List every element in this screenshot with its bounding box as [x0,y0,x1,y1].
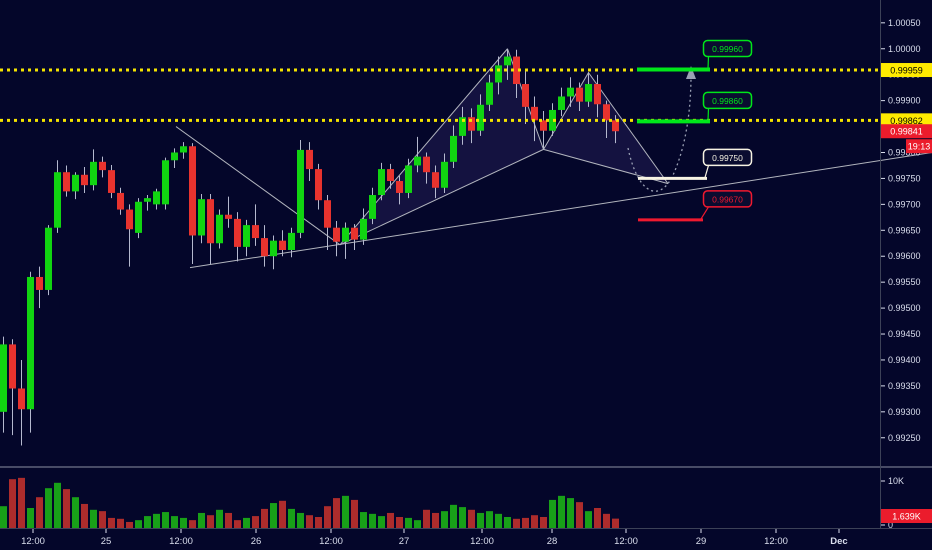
svg-text:0.99350: 0.99350 [888,381,921,391]
svg-text:0.99500: 0.99500 [888,303,921,313]
svg-text:0.99300: 0.99300 [888,407,921,417]
svg-text:0.99750: 0.99750 [888,173,921,183]
level-label-box[interactable] [702,190,753,208]
svg-text:26: 26 [251,536,262,547]
arrow-head-icon [686,66,696,79]
svg-text:0.99860: 0.99860 [712,96,743,106]
svg-text:0.99600: 0.99600 [888,251,921,261]
price-tag [881,113,932,128]
svg-text:0.99450: 0.99450 [888,329,921,339]
svg-text:1.00050: 1.00050 [888,18,921,28]
price-level-0.99860[interactable]: 0.99860 [637,91,753,124]
svg-text:27: 27 [399,536,410,547]
svg-text:Dec: Dec [830,536,847,547]
svg-text:12:00: 12:00 [319,536,343,547]
svg-text:0: 0 [888,520,893,530]
svg-text:0.99960: 0.99960 [712,44,743,54]
price-tag [906,139,932,154]
svg-text:12:00: 12:00 [614,536,638,547]
price-level-0.99750[interactable]: 0.99750 [638,148,753,180]
svg-text:0.99670: 0.99670 [712,194,743,204]
svg-text:12:00: 12:00 [21,536,45,547]
svg-text:0.99400: 0.99400 [888,355,921,365]
candles-series [0,48,619,446]
level-label-box[interactable] [702,39,753,58]
svg-text:0.99250: 0.99250 [888,433,921,443]
pane-dividers [0,0,932,529]
volume-tag [881,509,932,523]
svg-text:12:00: 12:00 [470,536,494,547]
svg-text:0.99650: 0.99650 [888,225,921,235]
price-level-0.99960[interactable]: 0.99960 [637,39,753,72]
price-axis[interactable]: 1.000501.000000.999500.999000.998500.998… [881,18,921,530]
svg-text:0.99750: 0.99750 [712,153,743,163]
time-axis[interactable]: 12:00 25 12:00 26 12:00 27 12:00 28 12:00 29 12:00… [21,529,848,547]
svg-text:1.00000: 1.00000 [888,44,921,54]
svg-text:12:00: 12:00 [169,536,193,547]
trendlines[interactable] [175,126,932,269]
svg-text:12:00: 12:00 [764,536,788,547]
svg-text:0.99900: 0.99900 [888,96,921,106]
level-label-box[interactable] [702,91,753,110]
price-level-0.99670[interactable]: 0.99670 [638,190,753,222]
svg-text:0.99700: 0.99700 [888,199,921,209]
price-tag [881,63,932,78]
svg-text:1.639K: 1.639K [892,512,921,522]
harmonic-pattern[interactable] [339,48,669,246]
price-tag [881,124,932,139]
svg-text:0.99800: 0.99800 [888,147,921,157]
svg-text:28: 28 [547,536,558,547]
svg-text:0.99959: 0.99959 [890,66,923,76]
svg-text:0.99862: 0.99862 [890,116,923,126]
volume-series [0,477,619,528]
svg-text:10K: 10K [888,476,904,486]
svg-text:29: 29 [696,536,707,547]
projection-arrow[interactable] [627,66,696,192]
svg-text:0.99550: 0.99550 [888,277,921,287]
svg-text:19:13: 19:13 [908,142,931,152]
svg-text:0.99841: 0.99841 [890,127,923,137]
svg-text:25: 25 [101,536,112,547]
level-label-box[interactable] [702,148,753,167]
